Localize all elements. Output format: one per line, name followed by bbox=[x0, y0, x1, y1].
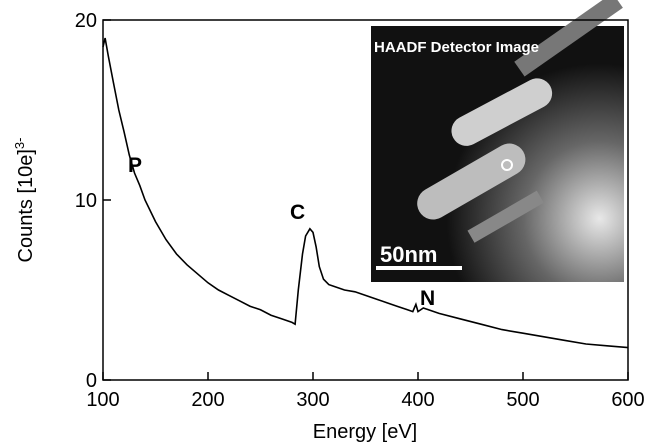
y-tick-label: 10 bbox=[75, 190, 97, 212]
x-tick-label: 500 bbox=[506, 389, 539, 411]
x-tick-label: 100 bbox=[86, 389, 119, 411]
y-tick-label: 0 bbox=[86, 370, 97, 392]
peak-annotation: C bbox=[290, 201, 305, 224]
spectrum-line bbox=[102, 37, 629, 349]
y-label-superscript: 3- bbox=[12, 138, 27, 150]
x-tick-label: 400 bbox=[401, 389, 434, 411]
x-tick-label: 200 bbox=[191, 389, 224, 411]
y-label-main: Counts [10e] bbox=[15, 149, 37, 262]
x-tick-label: 300 bbox=[296, 389, 329, 411]
x-tick-label: 600 bbox=[611, 389, 644, 411]
inset-title: HAADF Detector Image bbox=[374, 39, 539, 56]
y-tick-label: 20 bbox=[75, 10, 97, 32]
peak-annotation: P bbox=[128, 154, 142, 177]
y-axis-label: Counts [10e]3- bbox=[12, 138, 37, 263]
scale-bar-label: 50nm bbox=[380, 242, 437, 267]
inset-image: HAADF Detector Image 50nm bbox=[369, 0, 626, 284]
peak-annotation: N bbox=[420, 287, 435, 310]
x-axis-label: Energy [eV] bbox=[313, 421, 418, 443]
